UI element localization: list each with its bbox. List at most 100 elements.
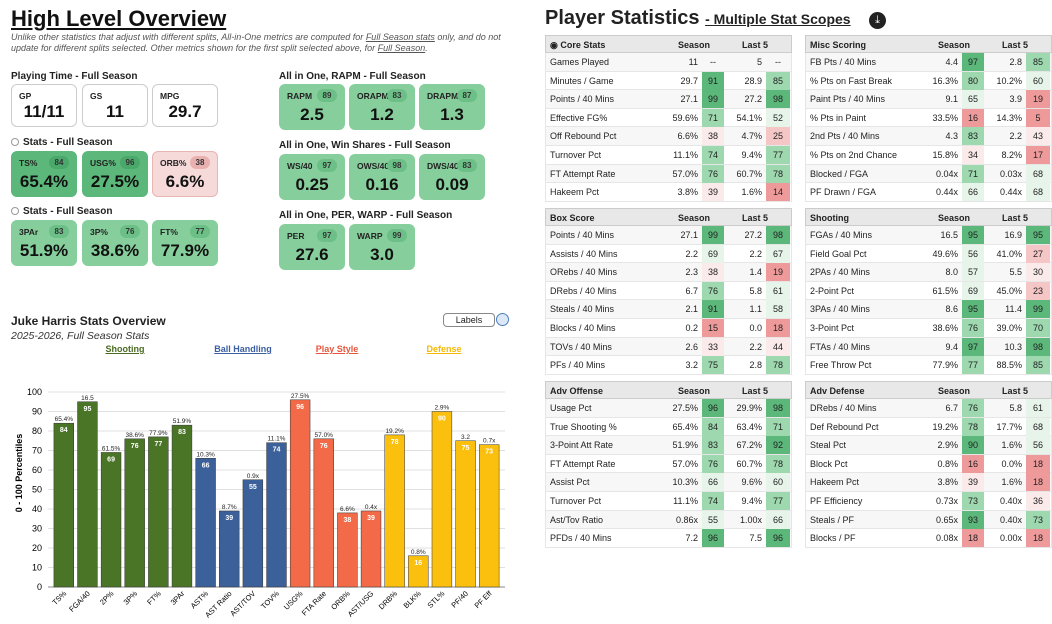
bar-stat-label: 0.9x: [247, 473, 260, 480]
last5-percentile: 44: [766, 337, 790, 356]
last5-percentile: 77: [766, 145, 790, 164]
card-percentile-badge: 97: [317, 159, 337, 172]
bar-percentile-label: 83: [178, 429, 186, 436]
bar-stat-label: 61.5%: [102, 445, 121, 452]
season-percentile: 76: [702, 454, 724, 473]
table-row: PFDs / 40 Mins 7.2 96 7.5 96: [545, 529, 792, 548]
bar-ast-usg[interactable]: [360, 510, 382, 588]
table-row: Assists / 40 Mins 2.2 69 2.2 67: [545, 244, 792, 264]
bar-ts-[interactable]: [53, 422, 74, 588]
bar-percentile-label: 77: [154, 441, 162, 448]
bar-3p-[interactable]: [124, 438, 145, 588]
x-tick-label: STL%: [426, 589, 447, 610]
stat-card-rapm: RAPM 2.5 89: [279, 84, 345, 130]
stat-name: Off Rebound Pct: [550, 131, 617, 142]
table-row: FGAs / 40 Mins 16.5 95 16.9 95: [805, 226, 1052, 245]
playing-time-title: Playing Time - Full Season: [11, 71, 138, 82]
note-link: Full Season stats: [365, 32, 435, 42]
last5-percentile: 61: [1026, 399, 1050, 417]
season-value: 0.44x: [935, 187, 958, 198]
stat-name: 3-Point Att Rate: [550, 440, 614, 451]
toggle-knob-icon[interactable]: [496, 313, 509, 326]
season-percentile: 96: [702, 399, 724, 417]
last5-percentile: 60: [1026, 71, 1050, 90]
table-row: Blocks / PF 0.08x 18 0.00x 18: [805, 529, 1052, 548]
last5-percentile: 52: [766, 108, 790, 127]
bar-fta-rate[interactable]: [313, 438, 334, 588]
note-text: only, and do not update for different sp…: [11, 32, 501, 53]
y-tick-label: 30: [32, 524, 42, 534]
last5-percentile: 18: [1026, 454, 1050, 473]
last5-percentile: 18: [1026, 529, 1050, 548]
radio-icon[interactable]: [11, 138, 19, 146]
stat-name: Blocks / 40 Mins: [550, 322, 616, 333]
season-value: 6.6%: [677, 131, 698, 142]
season-value: 9.4: [945, 341, 958, 352]
season-percentile: 76: [962, 318, 984, 337]
season-percentile: 38: [702, 263, 724, 282]
stat-table-adv-defense: Adv Defense Season Last 5 DRebs / 40 Mins 6.…: [805, 381, 1052, 548]
bar-ast-ratio[interactable]: [219, 510, 240, 588]
stat-card-ft-: FT% 77.9% 77: [152, 220, 218, 266]
last5-percentile: 17: [1026, 145, 1050, 164]
card-value: 77.9%: [160, 241, 210, 260]
stat-name: Turnover Pct: [550, 495, 602, 506]
stat-name: Points / 40 Mins: [550, 94, 615, 105]
season-value: 0.08x: [935, 533, 958, 544]
last5-value: 1.4: [749, 267, 762, 278]
table-row: Hakeem Pct 3.8% 39 1.6% 18: [805, 473, 1052, 492]
bar-pf-eff[interactable]: [479, 444, 500, 588]
last5-value: 3.9: [1009, 94, 1022, 105]
note-text: .: [425, 43, 428, 53]
bar-3par[interactable]: [171, 424, 193, 588]
bar-fga-40[interactable]: [77, 401, 98, 588]
column-header-season: Season: [678, 213, 711, 223]
bar-orb-[interactable]: [337, 512, 358, 588]
note-text: Unlike other statistics that adjust with…: [11, 32, 366, 42]
table-row: PF Drawn / FGA 0.44x 66 0.44x 68: [805, 183, 1052, 202]
card-percentile-badge: 87: [457, 89, 477, 102]
bar-percentile-label: 73: [485, 449, 493, 456]
stat-name: % Pts on Fast Break: [810, 75, 893, 86]
stat-name: 3PAs / 40 Mins: [810, 304, 870, 315]
bar-ast-[interactable]: [195, 458, 216, 588]
season-value: 2.2: [685, 248, 698, 259]
radio-icon[interactable]: [11, 207, 19, 215]
bar-drb-[interactable]: [384, 434, 405, 588]
bar-usg-[interactable]: [289, 399, 311, 588]
bar-stl-[interactable]: [431, 411, 453, 588]
season-value: 8.0: [945, 267, 958, 278]
download-icon[interactable]: ⤓: [869, 12, 886, 29]
card-label: 3P%: [90, 227, 108, 237]
card-label: WS/40: [287, 161, 313, 171]
stat-name: 3-Point Pct: [810, 322, 855, 333]
last5-percentile: 73: [1026, 510, 1050, 529]
bar-blk-[interactable]: [408, 555, 429, 588]
bar-stat-label: 51.9%: [173, 418, 192, 425]
card-percentile-badge: 99: [387, 229, 407, 242]
table-row: 3-Point Pct 38.6% 76 39.0% 70: [805, 318, 1052, 338]
stat-name: ORebs / 40 Mins: [550, 267, 618, 278]
card-value: 38.6%: [90, 241, 140, 260]
last5-percentile: 30: [1026, 263, 1050, 282]
last5-percentile: 19: [1026, 90, 1050, 109]
x-tick-label: AST/USG: [346, 589, 376, 619]
last5-value: 39.0%: [996, 322, 1022, 333]
card-label: FT%: [160, 227, 178, 237]
bar-ft-[interactable]: [148, 436, 169, 588]
labels-toggle-button[interactable]: Labels: [443, 313, 495, 327]
column-header-last5: Last 5: [1002, 213, 1029, 223]
card-value: 0.16: [365, 175, 399, 194]
bar-tov-[interactable]: [266, 442, 287, 588]
table-row: Def Rebound Pct 19.2% 78 17.7% 68: [805, 417, 1052, 437]
table-row: FB Pts / 40 Mins 4.4 97 2.8 85: [805, 53, 1052, 72]
bar-ast-tov[interactable]: [242, 479, 264, 588]
season-percentile: 76: [702, 281, 724, 300]
y-tick-label: 60: [32, 465, 42, 475]
table-row: 3-Point Att Rate 51.9% 83 67.2% 92: [545, 436, 792, 455]
card-label: GS: [90, 91, 103, 101]
season-value: 27.5%: [672, 403, 698, 413]
bar-pf-40[interactable]: [455, 440, 476, 588]
bar-2p-[interactable]: [100, 452, 122, 588]
season-percentile: 78: [962, 417, 984, 436]
